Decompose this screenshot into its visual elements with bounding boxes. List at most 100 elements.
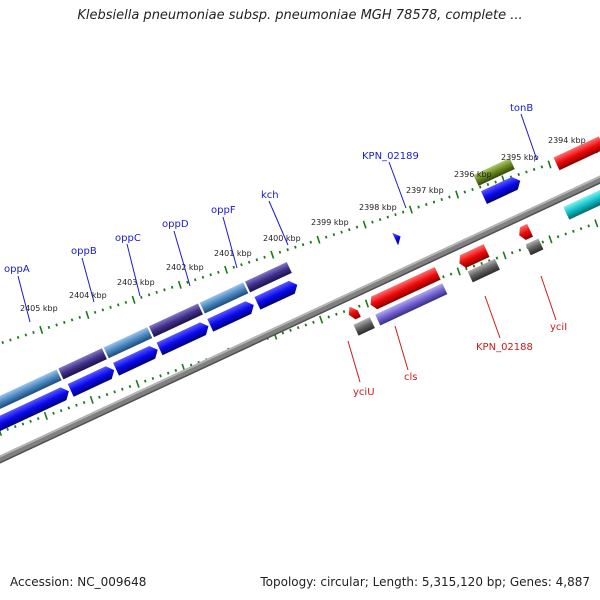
gene-label-KPN_02189[interactable]: KPN_02189 [362,151,419,162]
minor-tick [67,406,71,410]
minor-tick [296,326,300,330]
page-title: Klebsiella pneumoniae subsp. pneumoniae … [77,8,523,23]
KPN_02188-feature[interactable] [467,258,500,283]
minor-tick [480,261,483,265]
yciU-feature[interactable] [353,317,375,336]
major-tick [270,250,275,259]
oppB-cds-arrow[interactable] [67,364,117,397]
minor-tick [263,255,266,259]
major-tick [455,190,460,199]
minor-tick [541,240,545,244]
KPN_02189-cds-arrow[interactable] [392,230,403,246]
minor-tick [55,323,58,327]
major-tick [177,280,182,289]
yciI-cds-arrow[interactable] [516,223,534,242]
bottom-gene-labels: yciU cls KPN_02188 yciI [353,322,567,398]
gene-label-kch[interactable]: kch [261,190,279,201]
minor-tick [494,180,497,184]
kch-feature[interactable] [245,262,292,293]
minor-tick [342,310,346,314]
minor-tick [332,233,336,237]
minor-tick [471,187,474,192]
gene-label-yciI[interactable]: yciI [550,322,567,333]
oppA-feature[interactable] [0,369,62,415]
minor-tick [70,318,74,322]
gene-label-tonB[interactable]: tonB [510,103,533,114]
minor-tick [371,220,374,224]
minor-tick [29,419,32,423]
gene-label-KPN_02188[interactable]: KPN_02188 [476,342,533,353]
top-gene-labels: oppA oppB oppC oppD oppF kch KPN_02189 t… [4,103,533,275]
minor-tick [59,409,63,413]
oppD-cds-arrow[interactable] [156,320,212,356]
scale-label: 2396 kbp [454,170,492,179]
minor-tick [401,210,405,214]
tonB-feature[interactable] [473,158,515,186]
major-tick [319,315,324,324]
cds-arrow-right-edge[interactable] [553,136,600,171]
minor-tick [587,224,590,228]
minor-tick [189,363,193,367]
yciU-cds-arrow[interactable] [346,304,361,321]
scale-label: 2397 kbp [406,186,444,195]
major-tick [316,235,321,244]
gene-label-oppC[interactable]: oppC [115,233,141,244]
minor-tick [6,427,9,431]
minor-tick [209,273,212,277]
oppC-feature[interactable] [103,327,153,359]
genome-backbone [0,135,600,497]
minor-tick [113,390,116,394]
minor-tick [170,285,174,289]
minor-tick [518,248,522,252]
cls-cds-arrow[interactable] [368,266,441,311]
minor-tick [525,170,528,174]
gene-label-oppA[interactable]: oppA [4,264,30,275]
yciI-feature[interactable] [525,238,544,256]
minor-tick [358,304,361,308]
minor-tick [247,260,251,264]
scale-labels: 2405 kbp 2404 kbp 2403 kbp 2402 kbp 2401… [20,136,586,313]
oppF-cds-arrow[interactable] [207,299,256,332]
minor-tick [63,320,66,324]
oppD-feature[interactable] [148,303,203,338]
kch-cds-arrow[interactable] [254,278,300,310]
minor-tick [540,165,544,169]
oppF-feature[interactable] [199,282,249,314]
oppC-cds-arrow[interactable] [113,343,161,376]
minor-tick [309,240,313,244]
minor-tick [124,300,128,304]
oppB-feature[interactable] [58,348,107,380]
major-tick [89,395,94,404]
major-tick [408,205,413,214]
KPN_02188-cds-arrow[interactable] [456,244,490,269]
minor-tick [463,190,467,194]
cls-feature[interactable] [375,283,448,326]
major-tick [456,267,461,276]
minor-tick [340,230,343,234]
minor-tick [14,425,17,429]
minor-tick [281,331,285,335]
minor-tick [193,278,197,282]
gene-label-oppB[interactable]: oppB [71,246,97,257]
minor-tick [105,393,109,397]
gene-label-oppD[interactable]: oppD [162,219,189,230]
minor-tick [386,215,390,219]
major-tick [364,299,370,308]
major-tick [135,379,140,388]
minor-tick [121,387,124,391]
oppA-cds-arrow[interactable] [0,385,72,433]
minor-tick [128,384,132,389]
gene-label-cls[interactable]: cls [404,372,418,383]
cds-reverse-track [346,185,600,321]
gene-label-oppF[interactable]: oppF [211,205,236,216]
gene-label-yciU[interactable]: yciU [353,387,375,398]
minor-tick [564,232,568,236]
cyan-feature[interactable] [563,185,600,220]
minor-tick [510,251,514,255]
scale-label: 2404 kbp [69,291,107,300]
minor-tick [289,328,292,332]
minor-tick [147,293,151,297]
tonB-cds-arrow[interactable] [481,174,523,204]
